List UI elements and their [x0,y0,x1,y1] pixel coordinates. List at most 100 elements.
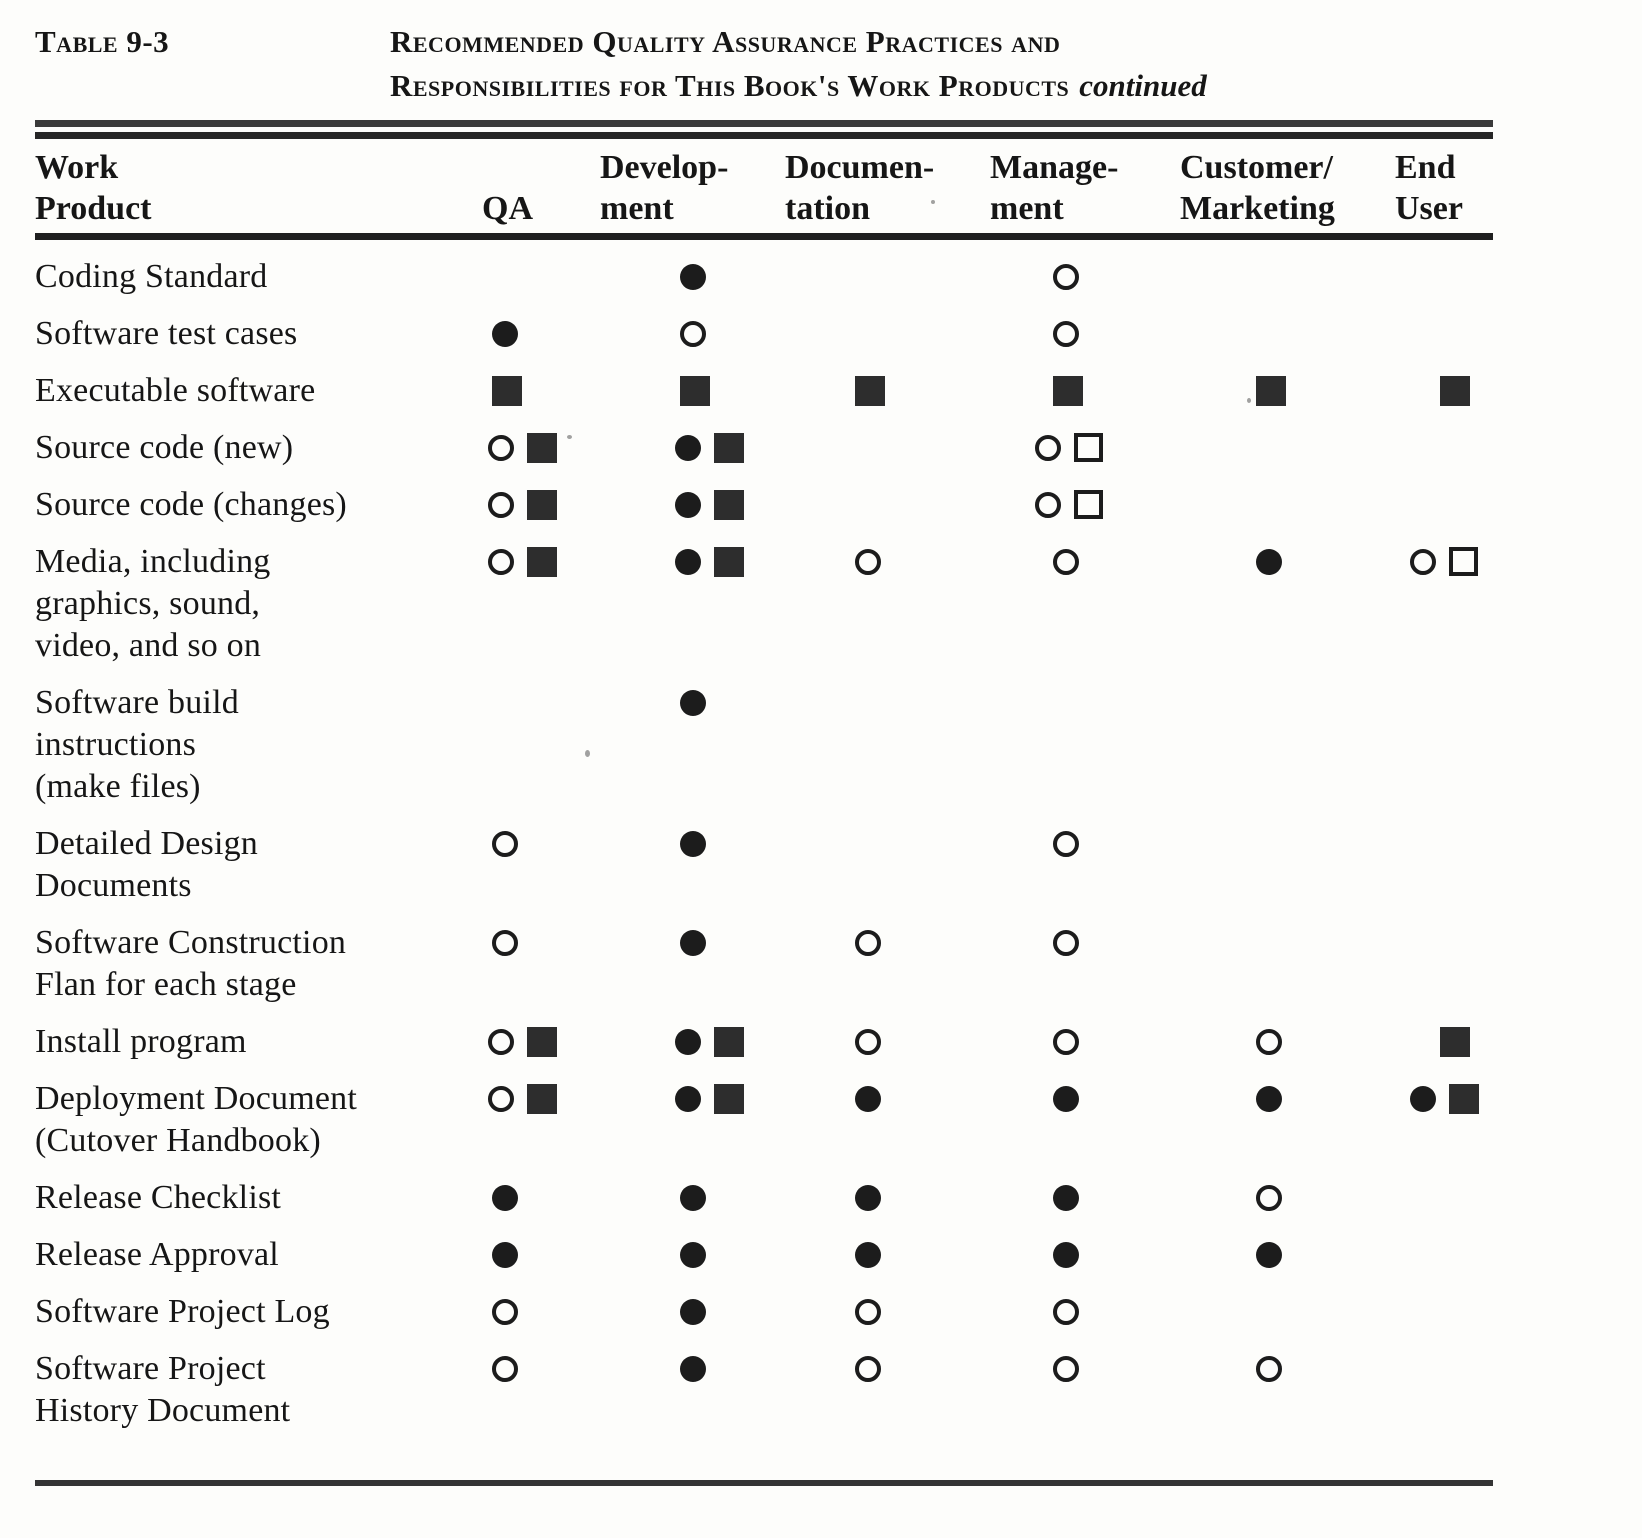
open-circle-icon [1256,1356,1282,1382]
matrix-cell-development [600,313,785,355]
open-circle-icon [1035,435,1061,461]
work-product-label: Install program [35,1023,247,1060]
filled-circle-icon [675,435,701,461]
filled-circle-icon [855,1086,881,1112]
filled-square-icon [855,376,885,406]
open-circle-icon [855,930,881,956]
matrix-cell-customer-marketing [1180,484,1395,526]
column-header-management: Manage-ment [990,149,1119,227]
filled-circle-icon [675,549,701,575]
matrix-cell-development [600,823,785,907]
open-circle-icon [855,1299,881,1325]
matrix-cell-management [990,541,1180,667]
table-row: Software Project Log [35,1291,1493,1333]
matrix-cell-qa [440,484,600,526]
matrix-cell-documentation [785,370,990,412]
filled-circle-icon [675,1029,701,1055]
matrix-cell-management [990,313,1180,355]
open-circle-icon [488,1029,514,1055]
table-row: Detailed Design Documents [35,823,1493,907]
filled-circle-icon [680,1299,706,1325]
matrix-cell-documentation [785,1291,990,1333]
filled-circle-icon [1053,1242,1079,1268]
filled-square-icon [714,433,744,463]
table-title-line1: Recommended Quality Assurance Practices … [390,24,1061,59]
matrix-cell-customer-marketing [1180,1348,1395,1432]
filled-circle-icon [680,1242,706,1268]
filled-square-icon [527,547,557,577]
matrix-cell-qa [440,1177,600,1219]
matrix-cell-end-user [1395,541,1493,667]
table-number-label: Table 9-3 [35,24,170,59]
filled-square-icon [1440,1027,1470,1057]
table-row: Coding Standard [35,256,1493,298]
matrix-cell-management [990,1078,1180,1162]
open-circle-icon [1053,549,1079,575]
matrix-cell-documentation [785,1177,990,1219]
matrix-cell-documentation [785,313,990,355]
table-row: Software Construction Flan for each stage [35,922,1493,1006]
filled-square-icon [1256,376,1286,406]
open-circle-icon [1053,1299,1079,1325]
matrix-cell-documentation [785,256,990,298]
matrix-cell-customer-marketing [1180,256,1395,298]
work-product-label: Source code (new) [35,429,294,466]
top-rule-lower [35,132,1493,139]
matrix-cell-end-user [1395,370,1493,412]
open-circle-icon [1035,492,1061,518]
matrix-cell-qa [440,541,600,667]
open-circle-icon [488,492,514,518]
matrix-cell-development [600,1234,785,1276]
matrix-cell-documentation [785,1234,990,1276]
matrix-cell-qa [440,1291,600,1333]
matrix-cell-customer-marketing [1180,1021,1395,1063]
filled-square-icon [527,490,557,520]
column-header-development: Develop-ment [600,149,729,227]
open-circle-icon [1410,549,1436,575]
filled-circle-icon [492,1242,518,1268]
open-circle-icon [855,549,881,575]
matrix-cell-end-user [1395,682,1493,808]
work-product-label: Release Approval [35,1236,279,1273]
filled-square-icon [492,376,522,406]
matrix-cell-qa [440,313,600,355]
matrix-cell-customer-marketing [1180,823,1395,907]
filled-square-icon [1449,1084,1479,1114]
open-circle-icon [1053,1029,1079,1055]
matrix-cell-end-user [1395,1177,1493,1219]
filled-circle-icon [680,264,706,290]
table-row: Install program [35,1021,1493,1063]
work-product-label: Software Construction Flan for each stage [35,924,347,1003]
matrix-cell-qa [440,1078,600,1162]
matrix-cell-qa [440,1348,600,1432]
matrix-cell-qa [440,682,600,808]
matrix-cell-management [990,1291,1180,1333]
matrix-cell-development [600,1078,785,1162]
matrix-cell-customer-marketing [1180,1177,1395,1219]
filled-circle-icon [1053,1185,1079,1211]
table-title-line2: Responsibilities for This Book's Work Pr… [390,68,1207,103]
matrix-cell-customer-marketing [1180,1078,1395,1162]
matrix-cell-management [990,256,1180,298]
matrix-cell-management [990,484,1180,526]
work-product-label: Media, including graphics, sound, video, a… [35,543,271,664]
table-header-row: Work Product QA Develop-ment Documen-tation M… [35,139,1493,229]
column-header-qa: QA [482,190,533,227]
filled-circle-icon [1256,1086,1282,1112]
table-title: Recommended Quality Assurance Practices … [390,20,1493,108]
open-circle-icon [1053,321,1079,347]
table-row: Software test cases [35,313,1493,355]
table-row: Deployment Document (Cutover Handbook) [35,1078,1493,1162]
open-circle-icon [488,435,514,461]
qa-matrix-table-body: Coding Standard Software test cases Execut… [35,240,1493,1432]
matrix-cell-qa [440,823,600,907]
filled-circle-icon [855,1185,881,1211]
filled-circle-icon [675,492,701,518]
matrix-cell-development [600,256,785,298]
matrix-cell-end-user [1395,313,1493,355]
table-row: Release Approval [35,1234,1493,1276]
matrix-cell-documentation [785,1021,990,1063]
matrix-cell-end-user [1395,922,1493,1006]
matrix-cell-development [600,1348,785,1432]
